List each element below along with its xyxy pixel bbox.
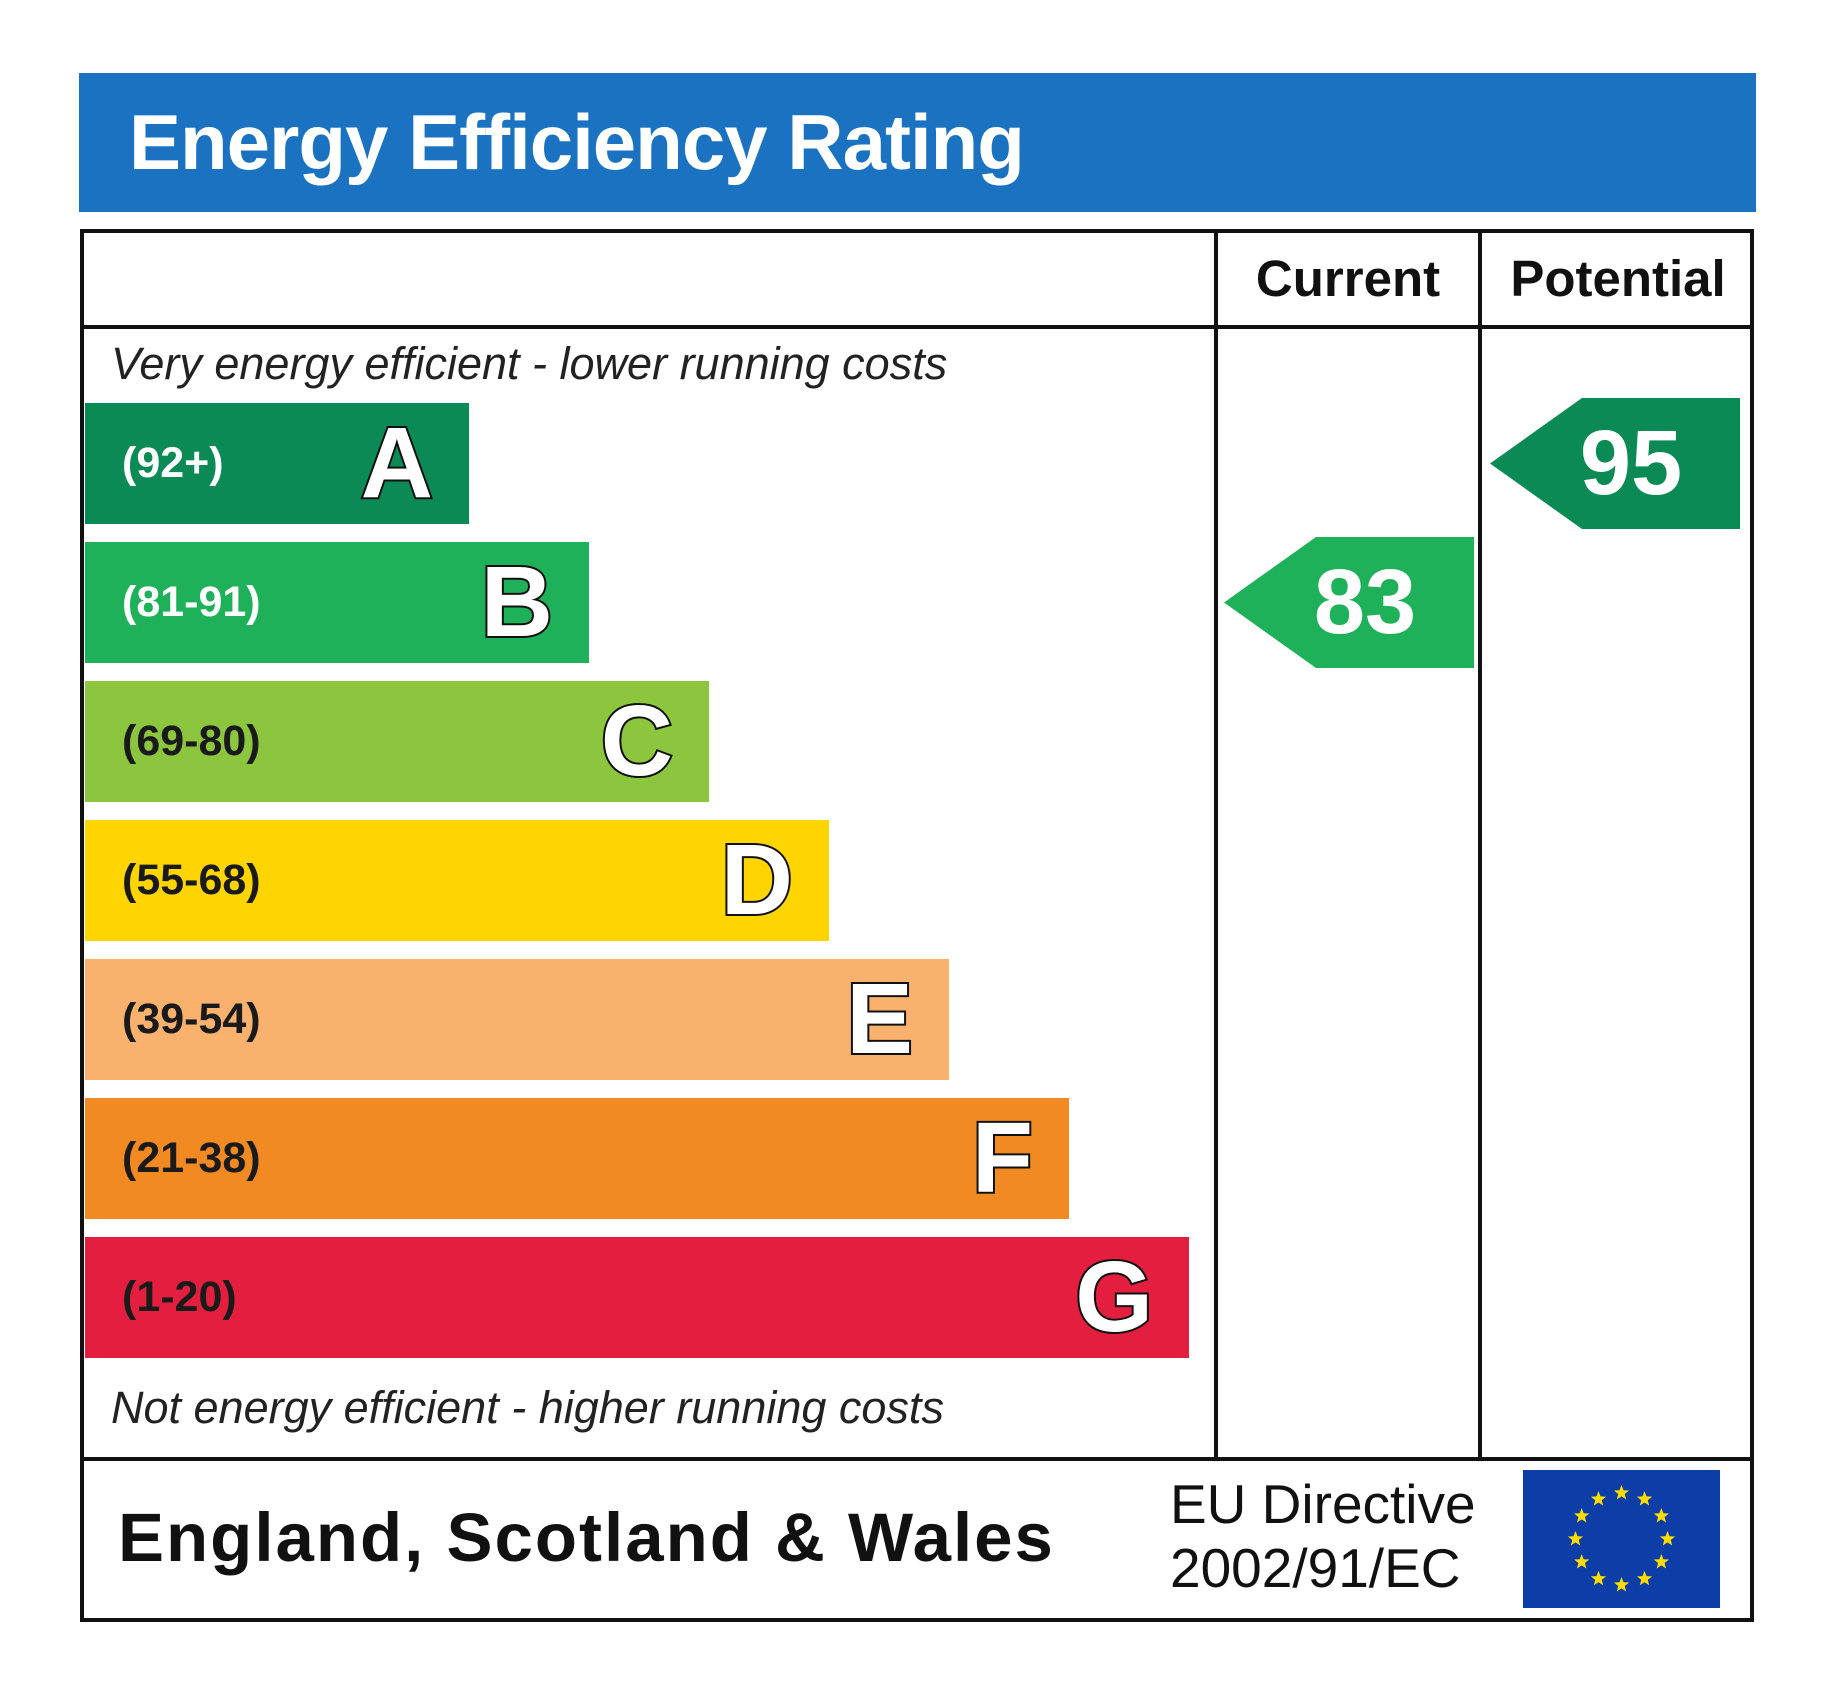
band-letter: F xyxy=(970,1100,1035,1216)
chart-title: Energy Efficiency Rating xyxy=(129,98,1025,186)
band-range-label: (81-91) xyxy=(122,578,261,626)
potential-rating-arrow: 95 xyxy=(1490,398,1740,529)
header-row-divider xyxy=(80,325,1754,329)
band-b: (81-91) B xyxy=(85,542,589,663)
bottom-note: Not energy efficient - higher running co… xyxy=(111,1382,944,1433)
band-g: (1-20) G xyxy=(85,1237,1189,1358)
eu-star-icon xyxy=(1590,1491,1607,1506)
band-letter: A xyxy=(359,405,435,521)
column-header-potential: Potential xyxy=(1510,250,1726,307)
footer-region: England, Scotland & Wales xyxy=(118,1499,1055,1576)
band-letter: B xyxy=(479,544,555,660)
eu-star-icon xyxy=(1653,1508,1669,1523)
potential-rating-arrow-shape xyxy=(1490,398,1740,529)
eu-flag-icon xyxy=(1523,1470,1720,1608)
divider-current-left xyxy=(1214,229,1218,1461)
band-letter: C xyxy=(599,683,675,799)
band-a: (92+) A xyxy=(85,403,469,524)
eu-star-icon xyxy=(1613,1577,1630,1592)
directive-line-2: 2002/91/EC xyxy=(1170,1537,1461,1599)
band-letter: E xyxy=(844,961,915,1077)
divider-potential-left xyxy=(1478,229,1482,1461)
eu-star-icon xyxy=(1574,1508,1590,1523)
title-bar: Energy Efficiency Rating xyxy=(79,73,1756,212)
eu-star-icon xyxy=(1590,1570,1607,1586)
eu-star-icon xyxy=(1636,1570,1653,1586)
band-range-label: (69-80) xyxy=(122,717,261,765)
band-range-label: (39-54) xyxy=(122,995,261,1043)
band-f: (21-38) F xyxy=(85,1098,1069,1219)
band-d: (55-68) D xyxy=(85,820,829,941)
current-rating-arrow: 83 xyxy=(1224,537,1474,668)
band-c: (69-80) C xyxy=(85,681,709,802)
column-header-current: Current xyxy=(1255,250,1441,307)
band-range-label: (55-68) xyxy=(122,856,261,904)
band-range-label: (21-38) xyxy=(122,1134,261,1182)
eu-star-icon xyxy=(1613,1485,1630,1500)
potential-rating-arrow-value: 95 xyxy=(1579,412,1683,514)
eu-stars xyxy=(1567,1485,1676,1592)
top-note: Very energy efficient - lower running co… xyxy=(111,338,948,389)
current-rating-arrow-shape xyxy=(1224,537,1474,668)
band-letter: D xyxy=(719,822,795,938)
eu-star-icon xyxy=(1567,1531,1584,1546)
eu-star-icon xyxy=(1659,1531,1676,1546)
chart-frame xyxy=(80,229,1754,1622)
eu-star-icon xyxy=(1653,1554,1669,1569)
eu-star-icon xyxy=(1574,1554,1590,1569)
band-letter: G xyxy=(1073,1239,1155,1355)
band-range-label: (92+) xyxy=(122,439,224,487)
band-e: (39-54) E xyxy=(85,959,949,1080)
band-range-label: (1-20) xyxy=(122,1273,237,1321)
footer-row-divider xyxy=(80,1457,1754,1461)
eu-star-icon xyxy=(1636,1491,1653,1506)
directive-line-1: EU Directive xyxy=(1170,1473,1476,1535)
current-rating-arrow-value: 83 xyxy=(1313,551,1417,653)
